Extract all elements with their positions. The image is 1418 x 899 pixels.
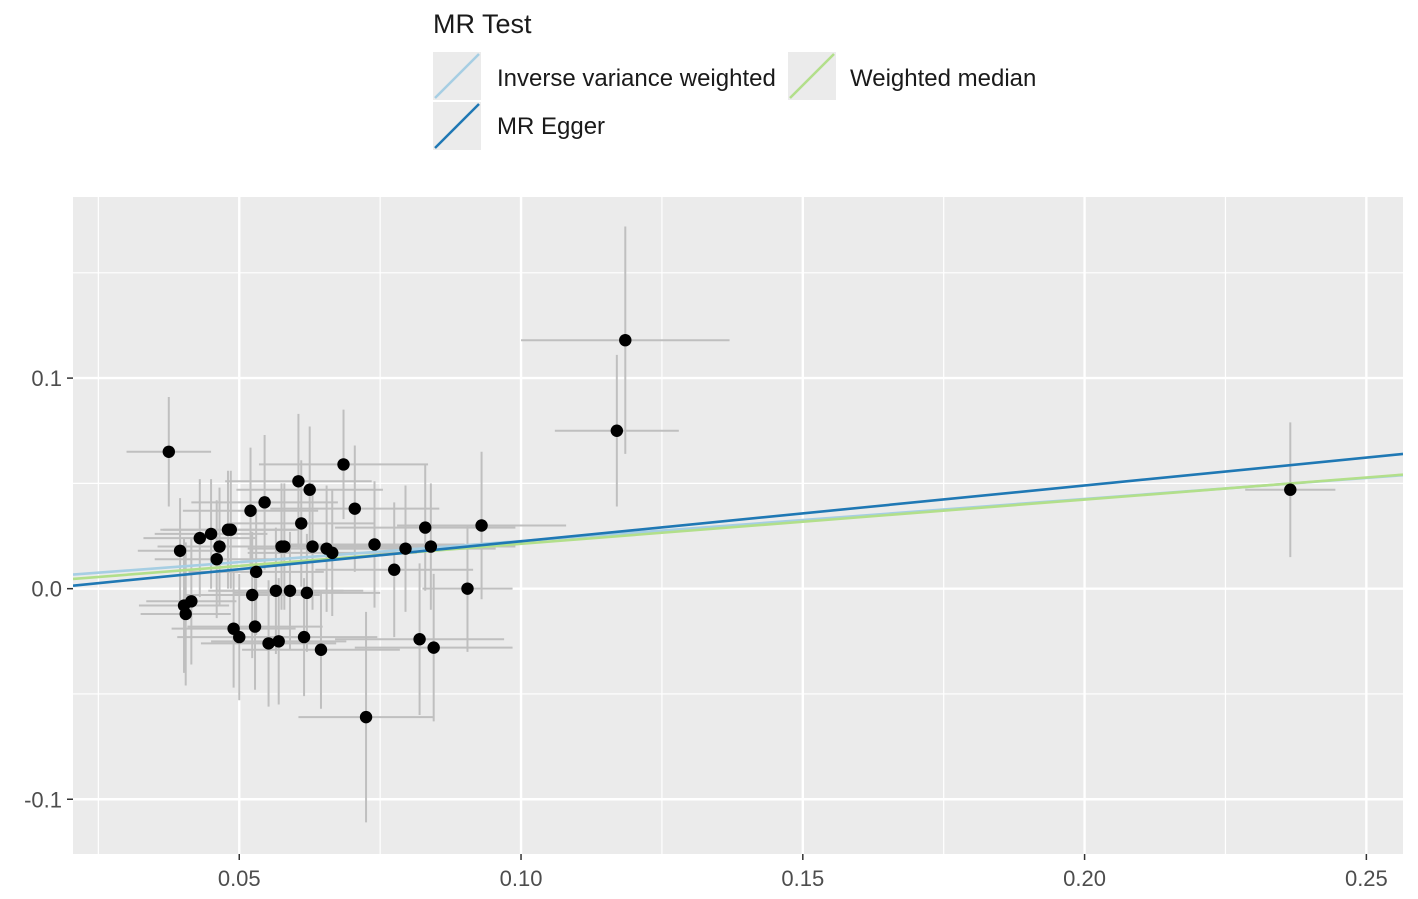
data-point <box>262 637 275 650</box>
y-tick-label: 0.0 <box>31 577 62 602</box>
data-point <box>179 607 192 621</box>
data-point <box>295 517 308 530</box>
data-point <box>388 563 401 576</box>
x-tick-label: 0.25 <box>1345 866 1388 891</box>
data-point <box>461 582 474 595</box>
x-tick-label: 0.20 <box>1063 866 1106 891</box>
data-point <box>419 521 432 534</box>
legend-key-ivw-line <box>434 53 480 99</box>
legend-entry-weighted-median: Weighted median <box>788 52 1036 100</box>
x-tick-label: 0.05 <box>218 866 261 891</box>
data-point <box>249 565 263 579</box>
data-point <box>300 586 314 600</box>
legend-key-mr-egger-line <box>434 103 480 149</box>
x-tick-label: 0.10 <box>500 866 543 891</box>
data-point <box>283 584 297 597</box>
data-point <box>173 544 187 557</box>
data-point <box>314 643 328 656</box>
data-point <box>413 633 426 646</box>
legend-label-weighted-median: Weighted median <box>850 65 1036 92</box>
data-point <box>1284 483 1297 496</box>
data-point <box>619 333 632 347</box>
data-point <box>306 540 319 553</box>
data-point <box>348 502 361 515</box>
data-point <box>213 540 226 553</box>
legend-key-weighted-median-line <box>789 53 835 99</box>
data-point <box>233 630 246 644</box>
y-tick-label: -0.1 <box>24 787 62 812</box>
data-point <box>359 710 373 724</box>
data-point <box>272 635 285 648</box>
data-point <box>248 620 262 633</box>
data-point <box>162 445 176 458</box>
legend-label-ivw: Inverse variance weighted <box>497 65 776 92</box>
data-point <box>210 552 223 566</box>
data-point <box>258 496 271 509</box>
data-point <box>326 546 339 560</box>
legend-label-mr-egger: MR Egger <box>497 113 605 140</box>
data-point <box>224 523 237 536</box>
y-axis: -0.1 0.0 0.1 <box>24 366 73 812</box>
data-points <box>162 333 1297 724</box>
legend-entry-mr-egger: MR Egger <box>433 102 605 150</box>
data-point <box>193 531 207 545</box>
data-point <box>303 483 316 496</box>
data-point <box>246 588 259 602</box>
data-point <box>399 542 412 555</box>
regression-line-mr-egger <box>73 452 1403 587</box>
data-point <box>337 458 350 471</box>
data-point <box>297 630 311 644</box>
data-point <box>244 504 257 517</box>
x-axis: 0.05 0.10 0.15 0.20 0.25 <box>218 854 1388 891</box>
data-point <box>278 540 291 553</box>
data-point <box>292 475 305 488</box>
data-point <box>427 641 440 654</box>
x-tick-label: 0.15 <box>781 866 824 891</box>
data-point <box>204 527 218 541</box>
data-point <box>269 584 283 597</box>
data-point <box>424 540 438 553</box>
y-tick-label: 0.1 <box>31 366 62 391</box>
data-point <box>368 538 381 551</box>
regression-lines <box>73 452 1403 587</box>
legend-title: MR Test <box>433 9 532 39</box>
legend: MR Test Inverse variance weighted Weight… <box>433 9 1036 150</box>
data-point <box>610 424 624 437</box>
regression-line-weighted-median <box>73 473 1403 581</box>
data-point <box>475 519 488 532</box>
legend-entry-ivw: Inverse variance weighted <box>433 52 776 100</box>
data-point <box>185 595 198 608</box>
